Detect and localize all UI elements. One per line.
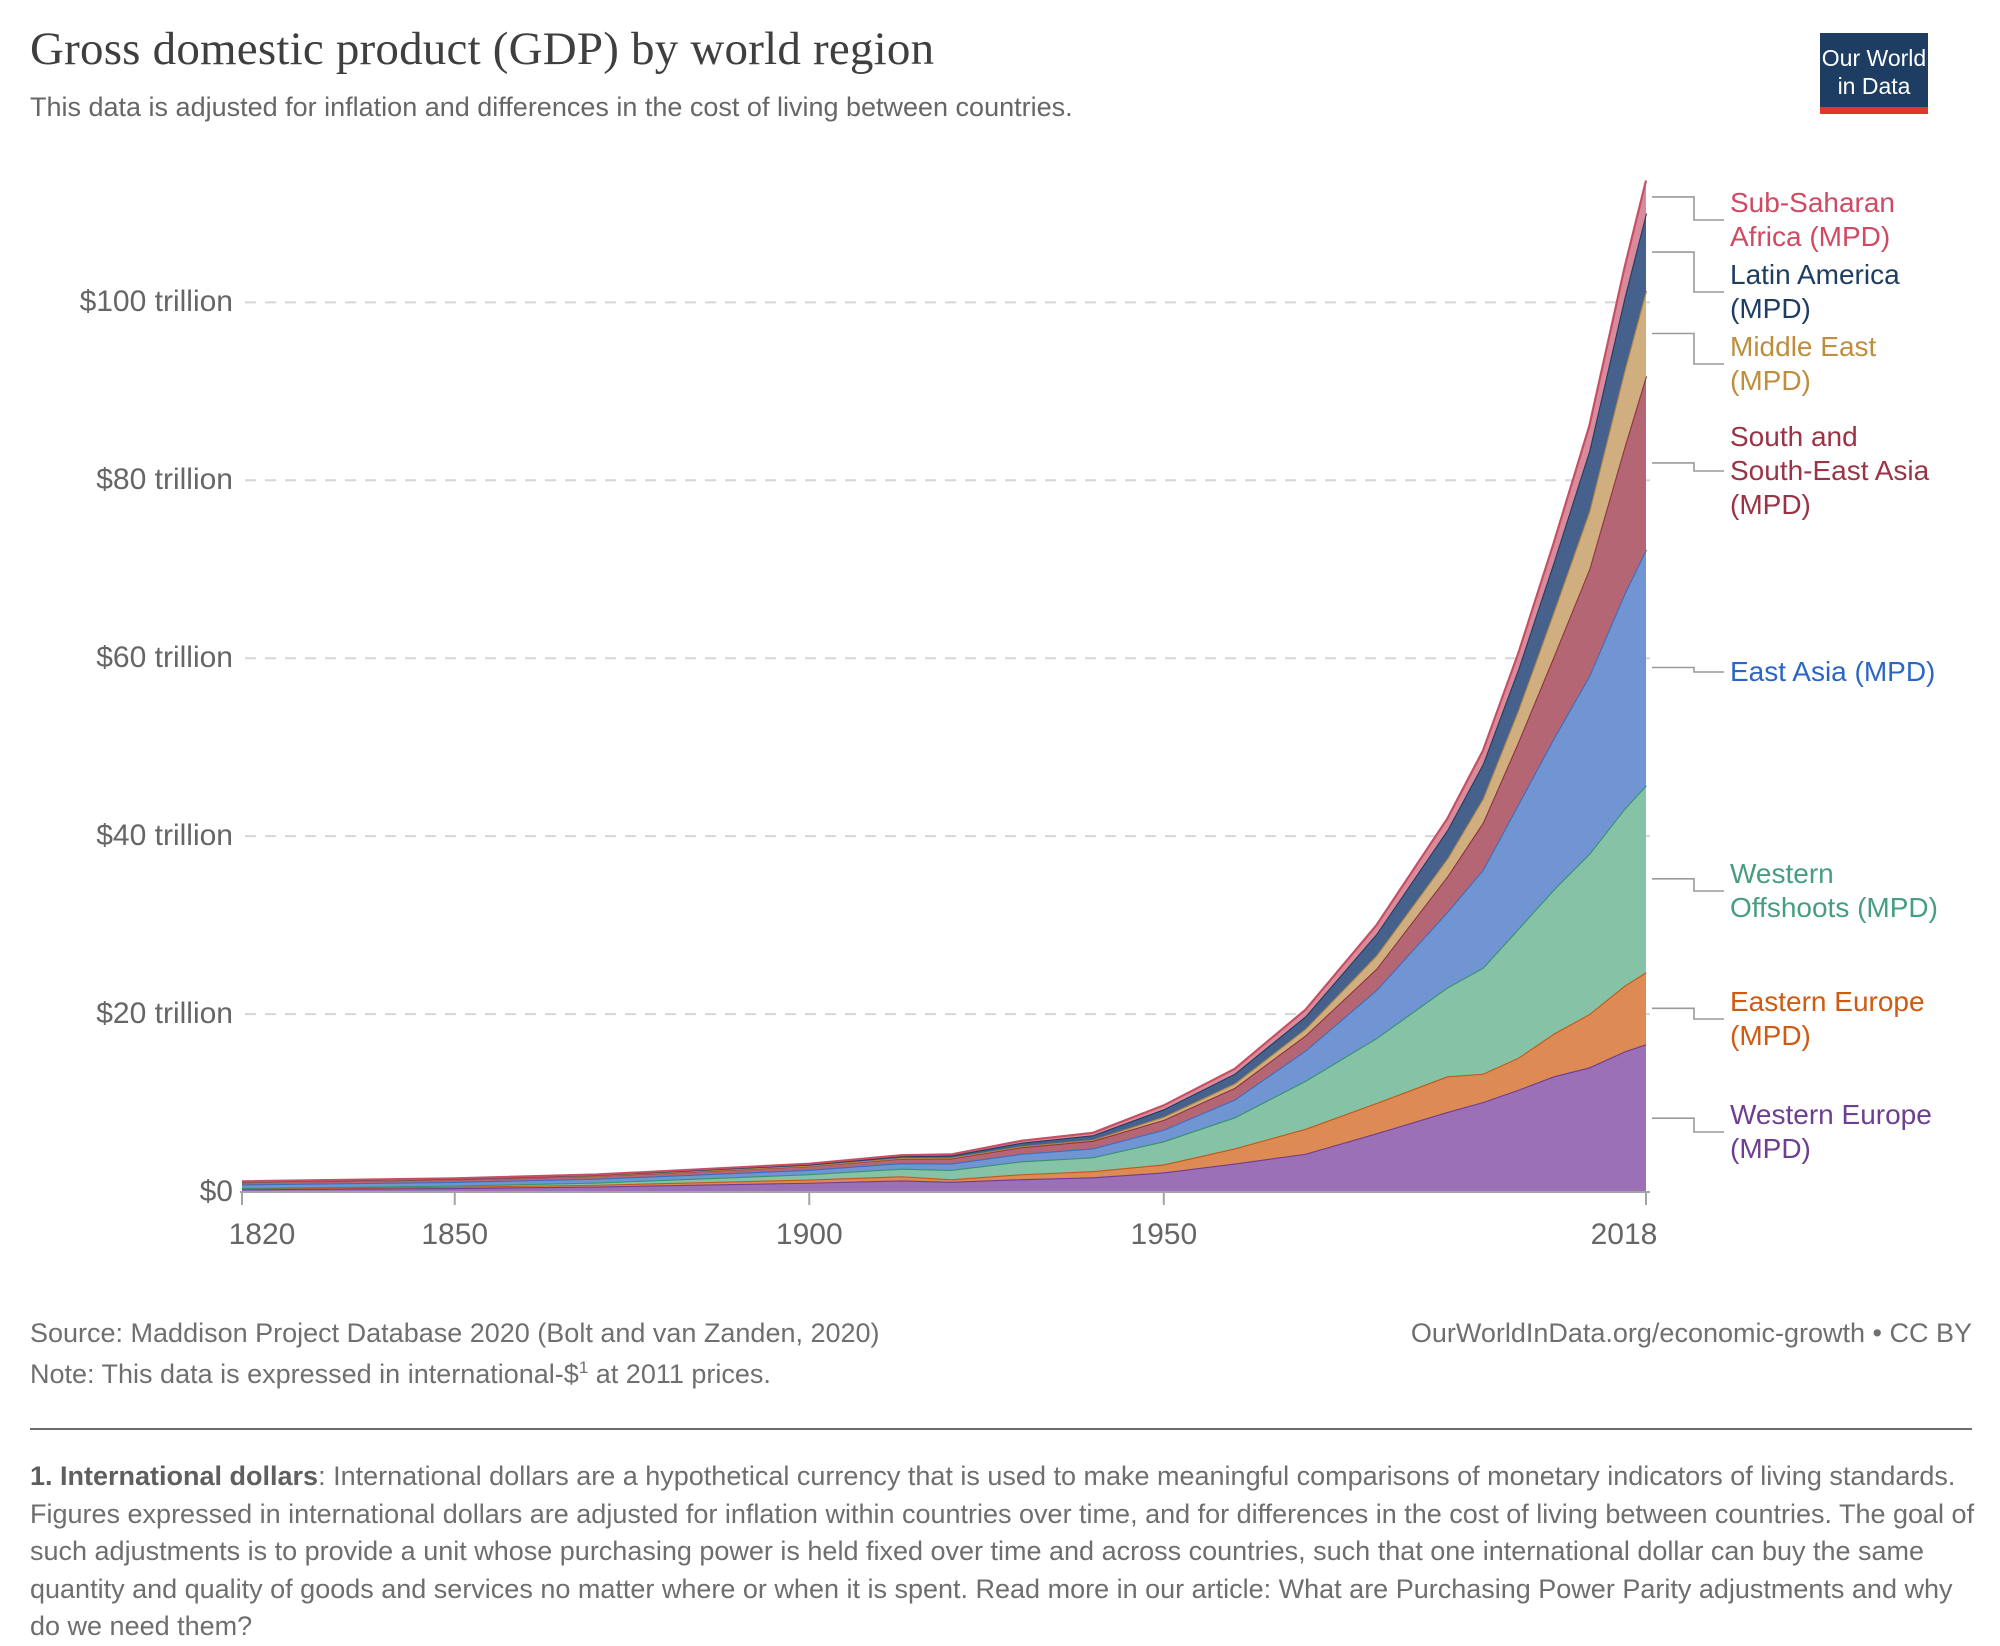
owid-logo-line2: in Data <box>1837 73 1911 99</box>
x-tick-label-2018: 2018 <box>1590 1218 1658 1251</box>
legend-item-label: Offshoots (MPD) <box>1730 892 1938 923</box>
area-western_offshoots[interactable] <box>242 785 1646 1189</box>
legend-item-eastern_europe[interactable]: Eastern Europe (MPD) <box>1730 985 1995 1053</box>
page-title: Gross domestic product (GDP) by world re… <box>30 23 935 75</box>
footnote-text: 1. International dollars: International … <box>30 1461 1975 1641</box>
legend-item-label: South-East Asia <box>1730 455 1930 486</box>
owid-logo-line1: Our World <box>1821 45 1927 71</box>
legend-item-label: (MPD) <box>1730 489 1811 520</box>
legend-connector-western_europe <box>1652 1117 1724 1133</box>
legend-connector-sub_saharan_africa <box>1652 196 1724 221</box>
y-tick-label-100: $100 trillion <box>79 285 233 319</box>
legend-item-label: Eastern Europe <box>1730 986 1925 1017</box>
y-tick-label-40: $40 trillion <box>96 819 233 853</box>
footnote-marker: 1 <box>578 1358 589 1377</box>
legend-connector-east_asia <box>1652 666 1724 673</box>
x-tick-label-1900: 1900 <box>775 1218 843 1251</box>
legend-item-label: Sub-Saharan <box>1730 187 1896 218</box>
y-tick-label-60: $60 trillion <box>96 641 233 675</box>
area-western_europe[interactable] <box>242 1044 1646 1192</box>
legend-item-label: South and <box>1730 421 1858 452</box>
page-subtitle: This data is adjusted for inflation and … <box>30 92 1073 122</box>
legend-connector-middle_east <box>1652 332 1724 365</box>
y-tick-label-0: $0 <box>199 1175 233 1208</box>
legend-item-label: (MPD) <box>1730 293 1811 324</box>
legend-item-label: (MPD) <box>1730 365 1811 396</box>
area-topline-sub_saharan_africa <box>241 180 1648 1183</box>
legend-item-western_offshoots[interactable]: Western Offshoots (MPD) <box>1730 857 1995 925</box>
legend-connector-western_offshoots <box>1652 878 1724 892</box>
legend-item-label: Middle East <box>1730 331 1877 362</box>
owid-logo[interactable]: Our World in Data <box>1820 33 1928 114</box>
legend-item-label: (MPD) <box>1730 1133 1811 1164</box>
legend-item-label: Western Europe <box>1730 1099 1932 1130</box>
legend-item-label: East Asia (MPD) <box>1730 656 1936 687</box>
legend-connector-south_south_east_asia <box>1652 462 1724 472</box>
legend-connector-eastern_europe <box>1652 1007 1724 1020</box>
legend-item-sub_saharan_africa[interactable]: Sub-Saharan Africa (MPD) <box>1730 186 1995 254</box>
x-tick-label-1850: 1850 <box>421 1218 489 1251</box>
legend-item-latin_america[interactable]: Latin America (MPD) <box>1730 258 1995 326</box>
legend-item-label: Africa (MPD) <box>1730 221 1891 252</box>
legend-item-east_asia[interactable]: East Asia (MPD) <box>1730 655 1995 689</box>
legend-item-label: (MPD) <box>1730 1020 1811 1051</box>
x-tick-label-1950: 1950 <box>1130 1218 1198 1251</box>
legend-connector-latin_america <box>1652 251 1724 293</box>
legend-item-middle_east[interactable]: Middle East (MPD) <box>1730 330 1995 398</box>
y-tick-label-20: $20 trillion <box>96 997 233 1031</box>
y-tick-label-80: $80 trillion <box>96 463 233 497</box>
owid-logo-red-bar <box>1820 107 1928 114</box>
owid-url-cc-line[interactable]: OurWorldInData.org/economic-growth • CC … <box>1410 1318 1972 1348</box>
note-line: Note: This data is expressed in internat… <box>30 1358 771 1389</box>
area-eastern_europe[interactable] <box>242 972 1646 1190</box>
footer-divider <box>30 1428 1972 1430</box>
legend-item-label: Western <box>1730 858 1834 889</box>
x-tick-label-1820: 1820 <box>228 1218 296 1251</box>
legend-item-south_south_east_asia[interactable]: South and South-East Asia (MPD) <box>1730 420 1995 522</box>
legend-item-western_europe[interactable]: Western Europe (MPD) <box>1730 1098 1995 1166</box>
source-line: Source: Maddison Project Database 2020 (… <box>30 1318 880 1348</box>
legend-item-label: Latin America <box>1730 259 1900 290</box>
